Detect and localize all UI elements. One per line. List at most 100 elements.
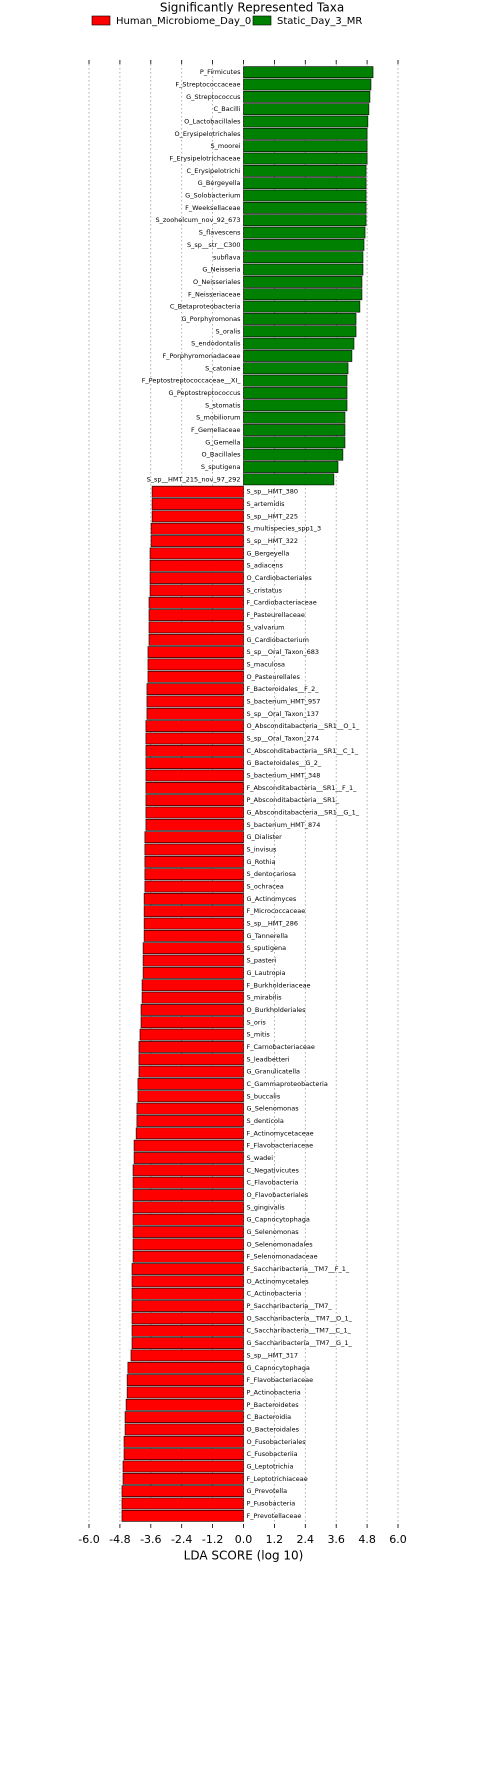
category-label: F_Peptostreptococcaceae__XI_ bbox=[142, 377, 242, 385]
x-tick-label: -4.8 bbox=[109, 1533, 130, 1546]
category-label: G_Rothia bbox=[247, 858, 276, 866]
bar bbox=[149, 572, 244, 584]
category-label: C_Saccharibacteria__TM7__C_1_ bbox=[247, 1327, 352, 1335]
category-label: S_leadbetteri bbox=[247, 1055, 290, 1063]
bar bbox=[243, 127, 368, 140]
bar bbox=[144, 831, 244, 844]
category-label: S_mirabilis bbox=[247, 994, 283, 1002]
category-label: G_Lautropia bbox=[247, 969, 286, 977]
bar bbox=[243, 436, 346, 449]
category-label: G_Solobacterium bbox=[185, 192, 240, 200]
bar bbox=[132, 1250, 244, 1263]
category-label: S_oralis bbox=[215, 327, 241, 335]
category-label: F_Saccharibacteria__TM7__F_1_ bbox=[247, 1265, 350, 1273]
bar bbox=[140, 1016, 244, 1029]
bar bbox=[243, 226, 366, 239]
bar bbox=[143, 905, 244, 918]
bar bbox=[149, 584, 244, 597]
category-label: S_bacterium_HMT_957 bbox=[247, 697, 321, 705]
x-axis-label: LDA SCORE (log 10) bbox=[184, 1549, 304, 1563]
legend-label: Static_Day_3_MR bbox=[277, 16, 362, 27]
category-label: S_gingivalis bbox=[247, 1203, 286, 1211]
category-label: P_Absconditabacteria__SR1_ bbox=[247, 796, 340, 804]
category-label: F_Porphyromonadaceae bbox=[163, 352, 241, 360]
category-label: O_Lactobacillales bbox=[184, 118, 241, 126]
category-label: G_Capnocytophaga bbox=[247, 1216, 310, 1224]
category-label: F_Prevotellaceae bbox=[247, 1512, 302, 1520]
bar bbox=[151, 485, 244, 498]
category-label: S_buccalis bbox=[247, 1092, 281, 1100]
bar bbox=[132, 1213, 244, 1226]
category-label: G_Selenomonas bbox=[247, 1105, 300, 1113]
category-label: S_bacterium_HMT_874 bbox=[247, 821, 321, 829]
bar bbox=[126, 1374, 244, 1386]
bar bbox=[146, 683, 244, 695]
category-label: O_Fusobacteriales bbox=[247, 1438, 307, 1446]
x-tick-label: 6.0 bbox=[389, 1533, 407, 1546]
bar bbox=[136, 1102, 244, 1115]
bar bbox=[243, 300, 361, 313]
category-label: S_bacterium_HMT_348 bbox=[247, 771, 321, 779]
category-label: F_Streptococcaceae bbox=[175, 81, 240, 89]
x-tick-label: -6.0 bbox=[78, 1533, 99, 1546]
category-label: G_Actinomyces bbox=[247, 895, 297, 903]
category-label: F_Actinomycetaceae bbox=[247, 1129, 314, 1137]
category-label: C_Bacilli bbox=[213, 105, 240, 113]
category-label: S_sp__HMT_286 bbox=[247, 920, 299, 928]
bar bbox=[141, 979, 244, 992]
bar bbox=[140, 1004, 244, 1016]
bar bbox=[124, 1423, 244, 1436]
bar bbox=[122, 1460, 244, 1473]
bar bbox=[143, 893, 244, 905]
category-label: C_Gammaproteobacteria bbox=[247, 1080, 328, 1088]
category-label: O_Absconditabacteria__SR1__O_1_ bbox=[247, 722, 360, 730]
category-label: subflava bbox=[213, 253, 241, 261]
bar bbox=[145, 818, 244, 831]
category-label: P_Saccharibacteria__TM7_ bbox=[247, 1302, 333, 1310]
bar bbox=[137, 1078, 244, 1090]
category-label: S_sp__Oral_Taxon_137 bbox=[247, 710, 320, 718]
category-label: S_invisus bbox=[247, 846, 277, 854]
category-label: G_Porphyromonas bbox=[181, 315, 241, 323]
category-label: F_Weeksellaceae bbox=[185, 204, 240, 212]
bar bbox=[243, 424, 346, 436]
bar bbox=[148, 633, 244, 646]
category-label: O_Cardiobacteriales bbox=[247, 574, 313, 582]
category-label: G_Neisseria bbox=[202, 266, 240, 274]
category-label: S_flavescens bbox=[199, 229, 241, 237]
x-tick-label: -1.2 bbox=[202, 1533, 223, 1546]
category-label: S_dentocariosa bbox=[247, 870, 297, 878]
x-tick-label: 2.4 bbox=[297, 1533, 315, 1546]
bar bbox=[243, 362, 349, 375]
category-label: G_Granulicatella bbox=[247, 1068, 301, 1076]
bar bbox=[145, 794, 244, 807]
bar bbox=[144, 855, 244, 868]
bar bbox=[243, 251, 364, 264]
bar bbox=[143, 930, 244, 942]
category-label: S_multispecies_spp1_3 bbox=[247, 525, 322, 533]
category-label: O_Bacillales bbox=[202, 451, 242, 459]
category-label: O_Flavobacteriales bbox=[247, 1191, 309, 1199]
category-label: S_moorei bbox=[211, 142, 241, 150]
bar bbox=[243, 140, 368, 153]
category-label: S_sp__str__C300 bbox=[187, 241, 240, 249]
bar bbox=[243, 448, 344, 461]
x-tick-label: -3.6 bbox=[140, 1533, 161, 1546]
chart-title: Significantly Represented Taxa bbox=[160, 1, 344, 15]
bar bbox=[243, 189, 367, 202]
bar bbox=[243, 165, 367, 177]
category-label: S_stomatis bbox=[205, 401, 241, 409]
category-label: S_cristatus bbox=[247, 586, 283, 594]
bar bbox=[149, 547, 244, 560]
bar bbox=[142, 967, 244, 979]
bar bbox=[136, 1115, 244, 1127]
category-label: O_Actinomycetales bbox=[247, 1277, 310, 1285]
bar bbox=[148, 596, 244, 609]
category-label: F_Leptotrichiaceae bbox=[247, 1475, 308, 1483]
category-label: S_endodontalis bbox=[191, 340, 241, 348]
category-label: C_Flavobacteria bbox=[247, 1179, 299, 1187]
bar bbox=[124, 1411, 244, 1423]
category-label: S_artemidis bbox=[247, 500, 286, 508]
category-label: S_pasteri bbox=[247, 957, 277, 965]
